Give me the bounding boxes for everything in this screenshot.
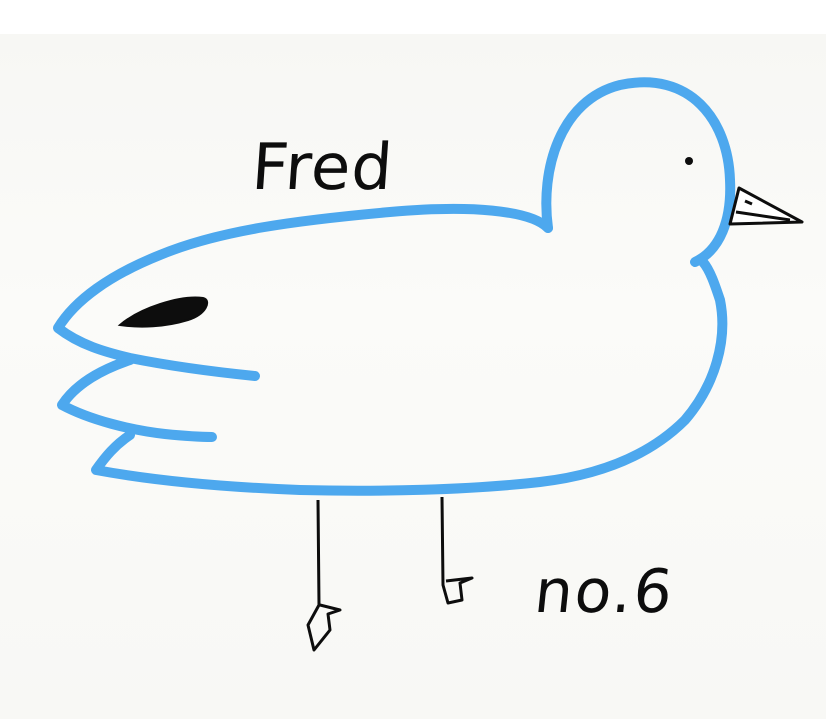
wing-patch-icon — [117, 296, 208, 328]
top-white-band — [0, 0, 826, 34]
left-leg-icon — [306, 499, 342, 652]
bird-body-outline — [53, 203, 728, 496]
right-leg-icon — [440, 496, 474, 605]
number-label: no.6 — [531, 557, 678, 627]
name-label: Fred — [249, 131, 396, 205]
paper-background — [0, 34, 826, 719]
eye-dot-icon — [685, 157, 693, 165]
beak-tip-mark — [744, 199, 753, 206]
beak-icon — [728, 186, 804, 226]
bird-head-outline — [541, 77, 736, 267]
